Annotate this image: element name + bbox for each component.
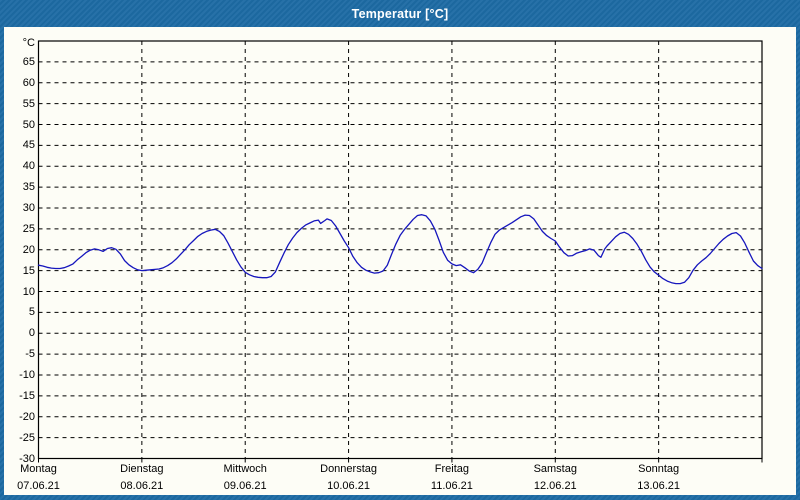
y-axis-label: 10 bbox=[22, 285, 35, 298]
x-axis-day-label: Sonntag bbox=[638, 463, 680, 475]
x-axis-date-label: 08.06.21 bbox=[120, 480, 164, 492]
y-axis-label: -5 bbox=[25, 348, 35, 361]
y-axis-label: 30 bbox=[22, 202, 35, 214]
x-axis-day-label: Mittwoch bbox=[223, 463, 267, 475]
x-axis-day-label: Dienstag bbox=[120, 463, 164, 475]
window-title: Temperatur [°C] bbox=[351, 6, 449, 21]
y-axis-label: -20 bbox=[19, 410, 35, 423]
y-axis-label: 65 bbox=[22, 55, 35, 68]
title-bar[interactable]: Temperatur [°C] bbox=[0, 0, 800, 27]
x-axis-date-label: 11.06.21 bbox=[430, 480, 473, 492]
y-axis-label: 60 bbox=[22, 76, 35, 89]
y-axis-label: 45 bbox=[22, 139, 35, 152]
y-axis-label: -15 bbox=[19, 389, 35, 402]
y-axis-label: 40 bbox=[22, 160, 35, 173]
plot-frame bbox=[37, 40, 763, 460]
y-axis-label: 0 bbox=[28, 327, 35, 340]
y-axis-label: 35 bbox=[22, 181, 35, 194]
x-axis-day-label: Freitag bbox=[434, 463, 470, 475]
x-axis-day-label: Donnerstag bbox=[320, 463, 377, 475]
y-axis-label: 20 bbox=[22, 243, 35, 256]
x-axis-date-label: 09.06.21 bbox=[223, 480, 267, 492]
x-axis-date-label: 12.06.21 bbox=[533, 480, 577, 492]
y-axis-label: 15 bbox=[22, 264, 35, 277]
y-axis-label: 25 bbox=[22, 222, 35, 235]
y-axis-label: 50 bbox=[22, 118, 35, 131]
x-axis-date-label: 13.06.21 bbox=[637, 480, 681, 492]
temperature-line bbox=[37, 214, 763, 285]
y-axis-label: -25 bbox=[19, 431, 35, 444]
y-axis-label: 5 bbox=[28, 306, 35, 319]
x-axis-day-label: Montag bbox=[20, 463, 57, 475]
x-axis-date-label: 07.06.21 bbox=[17, 480, 60, 492]
x-axis-date-label: 10.06.21 bbox=[327, 480, 370, 492]
x-axis-day-label: Samstag bbox=[533, 463, 577, 475]
y-axis-label: 55 bbox=[22, 97, 35, 110]
y-axis-unit-label: °C bbox=[22, 37, 35, 49]
y-axis-label: -30 bbox=[19, 452, 35, 465]
y-axis-label: -10 bbox=[19, 369, 35, 381]
